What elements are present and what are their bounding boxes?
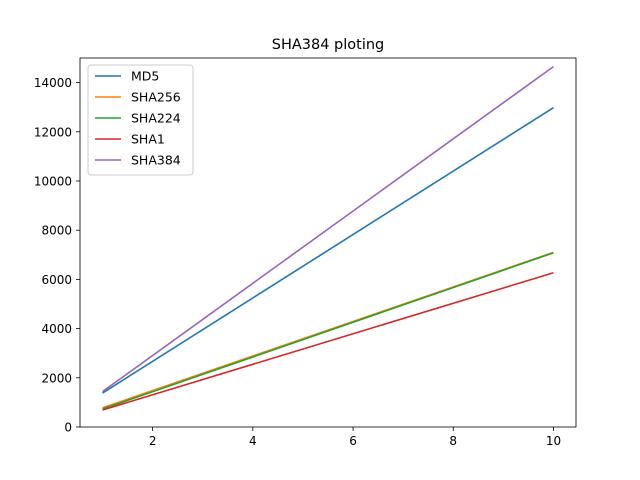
y-tick-label: 4000 (41, 322, 72, 336)
x-tick-label: 10 (546, 434, 561, 448)
legend-label-sha224: SHA224 (131, 111, 181, 126)
chart-title: SHA384 ploting (272, 37, 385, 53)
legend: MD5 SHA256 SHA224 SHA1 SHA384 (87, 64, 194, 176)
legend-label-sha384: SHA384 (131, 153, 181, 168)
series-lines (102, 65, 554, 411)
plot-frame (79, 57, 577, 428)
y-tick-label: 10000 (34, 175, 72, 189)
x-tick-label: 4 (249, 434, 257, 448)
series-line-md5 (102, 107, 554, 394)
legend-label-sha256: SHA256 (131, 90, 181, 105)
y-tick-label: 0 (64, 421, 72, 435)
y-tick-label: 8000 (41, 224, 72, 238)
x-axis: 2 4 6 8 10 (149, 427, 561, 448)
legend-box (87, 64, 194, 176)
legend-label-md5: MD5 (131, 69, 159, 84)
series-line-sha1 (102, 271, 554, 411)
legend-label-sha1: SHA1 (131, 132, 165, 147)
x-tick-label: 8 (449, 434, 457, 448)
y-tick-label: 14000 (34, 76, 72, 90)
series-line-sha224 (102, 252, 554, 410)
y-tick-label: 2000 (41, 371, 72, 385)
y-axis: 0 2000 4000 6000 8000 10000 12000 14000 (34, 76, 80, 435)
series-line-sha384 (102, 65, 554, 393)
x-tick-label: 2 (149, 434, 157, 448)
y-tick-label: 12000 (34, 125, 72, 139)
y-tick-label: 6000 (41, 273, 72, 287)
x-tick-label: 6 (349, 434, 357, 448)
